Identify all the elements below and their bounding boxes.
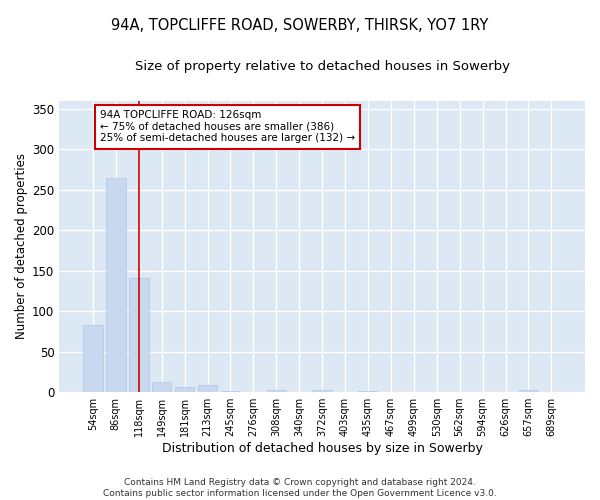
Bar (198, 385, 217, 392)
Text: Contains HM Land Registry data © Crown copyright and database right 2024.
Contai: Contains HM Land Registry data © Crown c… (103, 478, 497, 498)
Text: 94A TOPCLIFFE ROAD: 126sqm
← 75% of detached houses are smaller (386)
25% of sem: 94A TOPCLIFFE ROAD: 126sqm ← 75% of deta… (100, 110, 355, 144)
Bar (129, 278, 149, 392)
Bar (152, 382, 172, 392)
Bar (313, 390, 332, 392)
Title: Size of property relative to detached houses in Sowerby: Size of property relative to detached ho… (134, 60, 509, 73)
X-axis label: Distribution of detached houses by size in Sowerby: Distribution of detached houses by size … (162, 442, 482, 455)
Bar (106, 178, 125, 392)
Bar (221, 390, 240, 392)
Text: 94A, TOPCLIFFE ROAD, SOWERBY, THIRSK, YO7 1RY: 94A, TOPCLIFFE ROAD, SOWERBY, THIRSK, YO… (112, 18, 488, 32)
Bar (518, 390, 538, 392)
Bar (266, 390, 286, 392)
Y-axis label: Number of detached properties: Number of detached properties (15, 154, 28, 340)
Bar (175, 386, 194, 392)
Bar (358, 390, 378, 392)
Bar (83, 325, 103, 392)
